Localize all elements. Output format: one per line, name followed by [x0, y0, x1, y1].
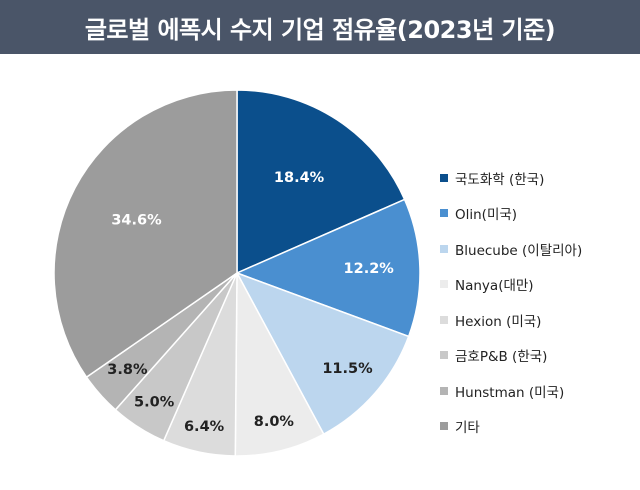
legend-swatch: [440, 209, 448, 218]
legend-label: Olin(미국): [455, 207, 518, 224]
legend-item: 금호P&B (한국): [440, 338, 630, 374]
legend-swatch: [440, 315, 448, 324]
legend-label: 금호P&B (한국): [455, 349, 548, 366]
legend-swatch: [440, 244, 448, 253]
legend-swatch: [440, 173, 448, 182]
pie-slice: [234, 272, 325, 457]
slice-data-label: 5.0%: [134, 394, 175, 410]
legend-item: 기타: [440, 409, 630, 445]
legend-label: 기타: [455, 420, 480, 437]
legend-swatch: [440, 386, 448, 395]
legend-label: Bluecube (이탈리아): [455, 242, 583, 259]
legend-item: Nanya(대만): [440, 267, 630, 303]
legend-label: Nanya(대만): [455, 278, 534, 295]
legend-item: Olin(미국): [440, 196, 630, 232]
legend-swatch: [440, 280, 448, 289]
chart-legend: 국도화학 (한국) Olin(미국) Bluecube (이탈리아) Nanya(대만…: [440, 160, 630, 444]
pie-slice: [235, 271, 410, 436]
legend-swatch: [440, 351, 448, 360]
legend-item: 국도화학 (한국): [440, 160, 630, 196]
slice-data-label: 6.4%: [184, 419, 225, 435]
legend-swatch: [440, 422, 448, 431]
pie-slice: [53, 89, 238, 379]
slice-data-label: 3.8%: [107, 362, 148, 378]
slice-data-label: 34.6%: [111, 212, 162, 228]
title-bar: 글로벌 에폭시 수지 기업 점유율(2023년 기준): [0, 0, 640, 54]
legend-label: Hunstman (미국): [455, 384, 565, 401]
legend-item: Hunstman (미국): [440, 373, 630, 409]
legend-label: 국도화학 (한국): [455, 171, 545, 188]
slice-data-label: 18.4%: [274, 170, 325, 186]
pie-slice: [236, 89, 406, 275]
legend-item: Bluecube (이탈리아): [440, 231, 630, 267]
chart-title: 글로벌 에폭시 수지 기업 점유율(2023년 기준): [84, 15, 556, 44]
slice-data-label: 11.5%: [322, 361, 373, 377]
legend-item: Hexion (미국): [440, 302, 630, 338]
pie-slice: [234, 198, 421, 338]
slice-data-label: 12.2%: [344, 261, 395, 277]
slice-data-label: 8.0%: [254, 414, 295, 430]
legend-label: Hexion (미국): [455, 313, 542, 330]
